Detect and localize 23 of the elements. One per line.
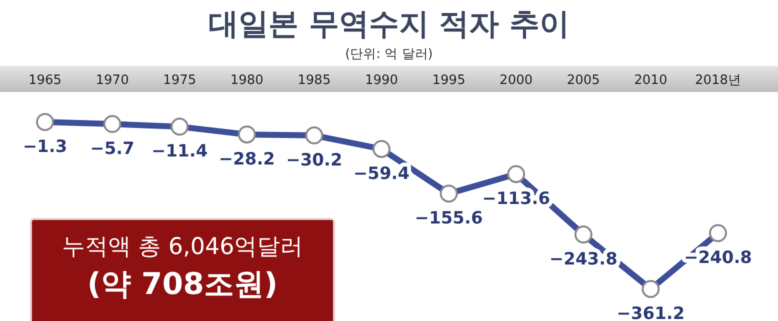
- data-label: −30.2: [286, 150, 342, 170]
- x-tick-label: 2005: [566, 73, 600, 88]
- data-label: −5.7: [90, 139, 134, 160]
- x-tick-label: 1990: [364, 73, 398, 88]
- chart-subtitle: (단위: 억 달러): [344, 46, 434, 63]
- x-tick-label: 1965: [28, 73, 62, 88]
- x-tick-label: 2010: [634, 73, 668, 88]
- x-tick-label: 1970: [96, 73, 129, 88]
- x-tick-label: 1980: [230, 73, 264, 88]
- data-label: −59.4: [353, 164, 410, 184]
- data-label: −11.4: [152, 142, 208, 162]
- chart-title: 대일본 무역수지 적자 추이: [207, 6, 571, 44]
- x-tick-label: 1975: [163, 73, 196, 88]
- annotation: 누적액 총 6,046억달러: [60, 233, 304, 262]
- x-tick-label: 2018년: [694, 73, 742, 88]
- data-label: −155.6: [414, 208, 483, 229]
- data-label: −28.2: [218, 149, 275, 170]
- data-label: −361.2: [616, 304, 685, 321]
- annotation: (약 708조원): [86, 266, 279, 304]
- data-label: −1.3: [22, 137, 68, 157]
- x-tick-label: 2000: [500, 73, 533, 88]
- x-tick-label: 1995: [432, 73, 466, 88]
- x-tick-label: 1985: [298, 73, 331, 88]
